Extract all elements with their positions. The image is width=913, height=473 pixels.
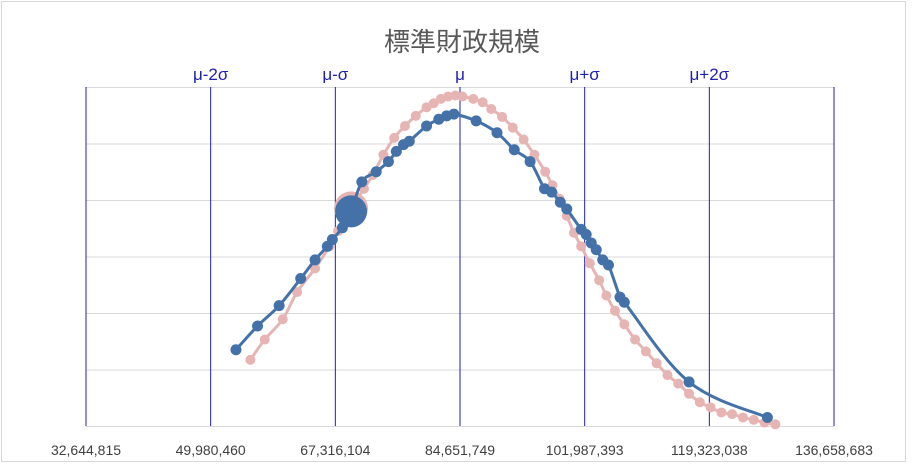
sigma-label: μ+σ [570,65,601,84]
observed-point [448,108,460,120]
normal-fit-point [737,412,748,423]
normal-fit-point [601,290,612,301]
normal-fit-point [630,334,641,345]
observed-point [273,300,285,312]
normal-fit-point [518,134,529,145]
x-tick-label: 119,323,038 [671,442,748,458]
normal-fit-point [694,397,705,408]
x-tick-label: 101,987,393 [546,442,624,458]
x-axis-ticks: 32,644,815 49,980,460 67,316,104 84,651,749… [51,442,873,458]
normal-fit-point [399,120,410,131]
observed-point [295,273,307,285]
sigma-label: μ-σ [322,65,348,84]
normal-fit-point [640,346,651,357]
chart-frame: 標準財政規模 μ-2σ μ-σ μ μ+σ μ+2σ 32,644,815 49,980,… [1,1,906,462]
normal-fit-point [619,319,630,330]
normal-fit-point [468,93,479,104]
normal-fit-point [540,166,551,177]
normal-fit-point [457,91,468,102]
normal-fit-point [727,409,738,420]
normal-fit-point [748,414,759,425]
observed-point [524,156,536,168]
normal-fit-point [277,314,288,325]
observed-point [590,244,602,256]
observed-point [421,120,433,132]
normal-fit-point [594,275,605,286]
normal-fit-point [486,104,497,115]
observed-point [382,156,394,168]
observed-point [390,145,402,157]
normal-fit-point [245,354,256,365]
observed-point [403,135,415,147]
normal-fit-point [609,305,620,316]
normal-fit-point [651,358,662,369]
observed-point [602,259,614,271]
observed-point [491,127,503,139]
normal-fit-point [770,419,781,430]
chart-svg: 標準財政規模 μ-2σ μ-σ μ μ+σ μ+2σ 32,644,815 49,980,… [51,28,873,458]
highlight-point [335,195,368,228]
sigma-label: μ-2σ [193,65,229,84]
normal-fit-point [662,370,673,381]
x-tick-label: 84,651,749 [425,442,495,458]
normal-fit-point [684,388,695,399]
observed-point [230,344,242,356]
normal-fit-point [292,287,303,298]
sigma-label: μ [455,65,465,84]
normal-fit-point [507,122,518,133]
x-tick-label: 49,980,460 [176,442,246,458]
normal-fit-point [673,378,684,389]
x-tick-label: 67,316,104 [300,442,370,458]
observed-point [618,296,630,308]
normal-fit-point [576,241,587,252]
observed-point [561,203,573,215]
observed-point [309,254,321,266]
normal-fit-series [245,90,781,430]
normal-fit-point [497,111,508,122]
x-tick-label: 32,644,815 [51,442,121,458]
normal-fit-point [584,258,595,269]
normal-fit-point [428,98,439,109]
normal-fit-point [716,407,727,418]
sigma-labels: μ-2σ μ-σ μ μ+σ μ+2σ [193,65,730,84]
normal-fit-point [259,334,270,345]
normal-fit-point [389,132,400,143]
observed-point [508,144,520,156]
observed-point [546,186,558,198]
x-tick-label: 136,658,683 [795,442,873,458]
normal-fit-point [410,110,421,121]
normal-fit-point [477,97,488,108]
observed-point [356,176,368,188]
observed-series [230,108,773,424]
sigma-label: μ+2σ [689,65,729,84]
normal-fit-point [310,263,321,274]
normal-fit-point [705,402,716,413]
observed-point [370,166,382,178]
observed-point [580,228,592,240]
observed-point [761,412,773,424]
observed-point [683,376,695,388]
observed-point [326,234,338,246]
chart-title: 標準財政規模 [384,28,540,58]
observed-point [470,115,482,127]
observed-point [252,320,264,332]
